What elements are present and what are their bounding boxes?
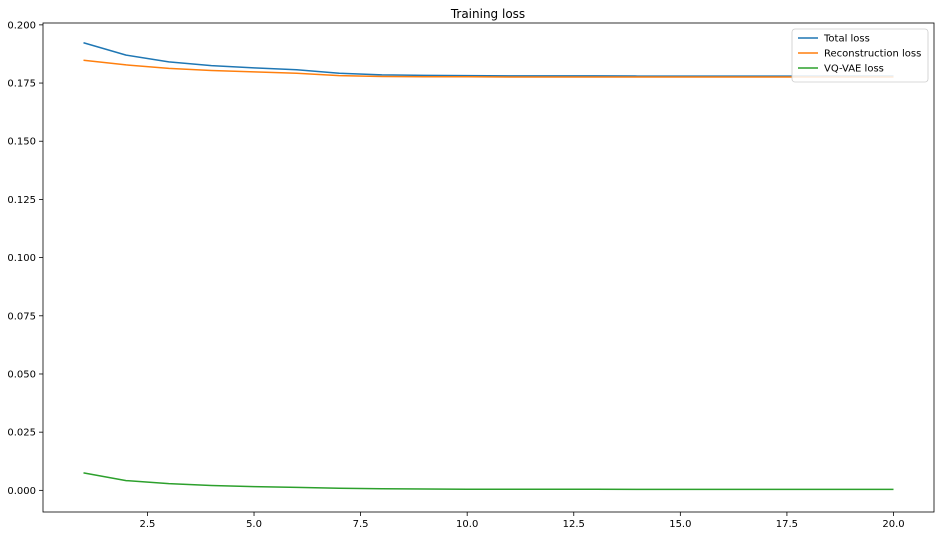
x-tick-label: 5.0 — [246, 519, 262, 530]
y-tick-label: 0.200 — [7, 20, 36, 31]
y-tick-label: 0.175 — [7, 79, 36, 90]
series-layer — [83, 42, 894, 491]
y-tick-label: 0.125 — [7, 195, 36, 206]
legend-label-1: Total loss — [823, 34, 870, 45]
x-tick-label: 7.5 — [353, 519, 369, 530]
legend-box — [791, 28, 929, 83]
y-tick-label: 0.100 — [7, 253, 36, 264]
y-tick-label: 0.025 — [7, 428, 36, 439]
legend-label-2: Reconstruction loss — [824, 49, 921, 60]
y-tick-label: 0.000 — [7, 486, 36, 497]
y-tick-label: 0.075 — [7, 311, 36, 322]
x-tick-label: 10.0 — [456, 519, 478, 530]
y-axis: 0.000 0.025 0.050 0.075 0.100 0.125 0.150 0.175… — [7, 20, 43, 497]
series-line-1 — [83, 42, 894, 77]
x-tick-label: 20.0 — [882, 519, 904, 530]
plot-area-frame — [42, 22, 935, 513]
legend-label-3: VQ-VAE loss — [824, 64, 884, 75]
y-tick-label: 0.150 — [7, 137, 36, 148]
x-axis: 2.5 5.0 7.5 10.0 12.5 15.0 17.5 20.0 — [139, 512, 905, 530]
x-tick-label: 17.5 — [776, 519, 798, 530]
x-tick-label: 2.5 — [139, 519, 155, 530]
series-line-3 — [83, 472, 894, 491]
legend: Total loss Reconstruction loss VQ-VAE loss — [791, 28, 929, 83]
x-tick-label: 15.0 — [669, 519, 691, 530]
x-tick-label: 12.5 — [563, 519, 585, 530]
chart-title: Training loss — [450, 7, 525, 21]
series-line-2 — [83, 59, 894, 78]
y-tick-label: 0.050 — [7, 369, 36, 380]
